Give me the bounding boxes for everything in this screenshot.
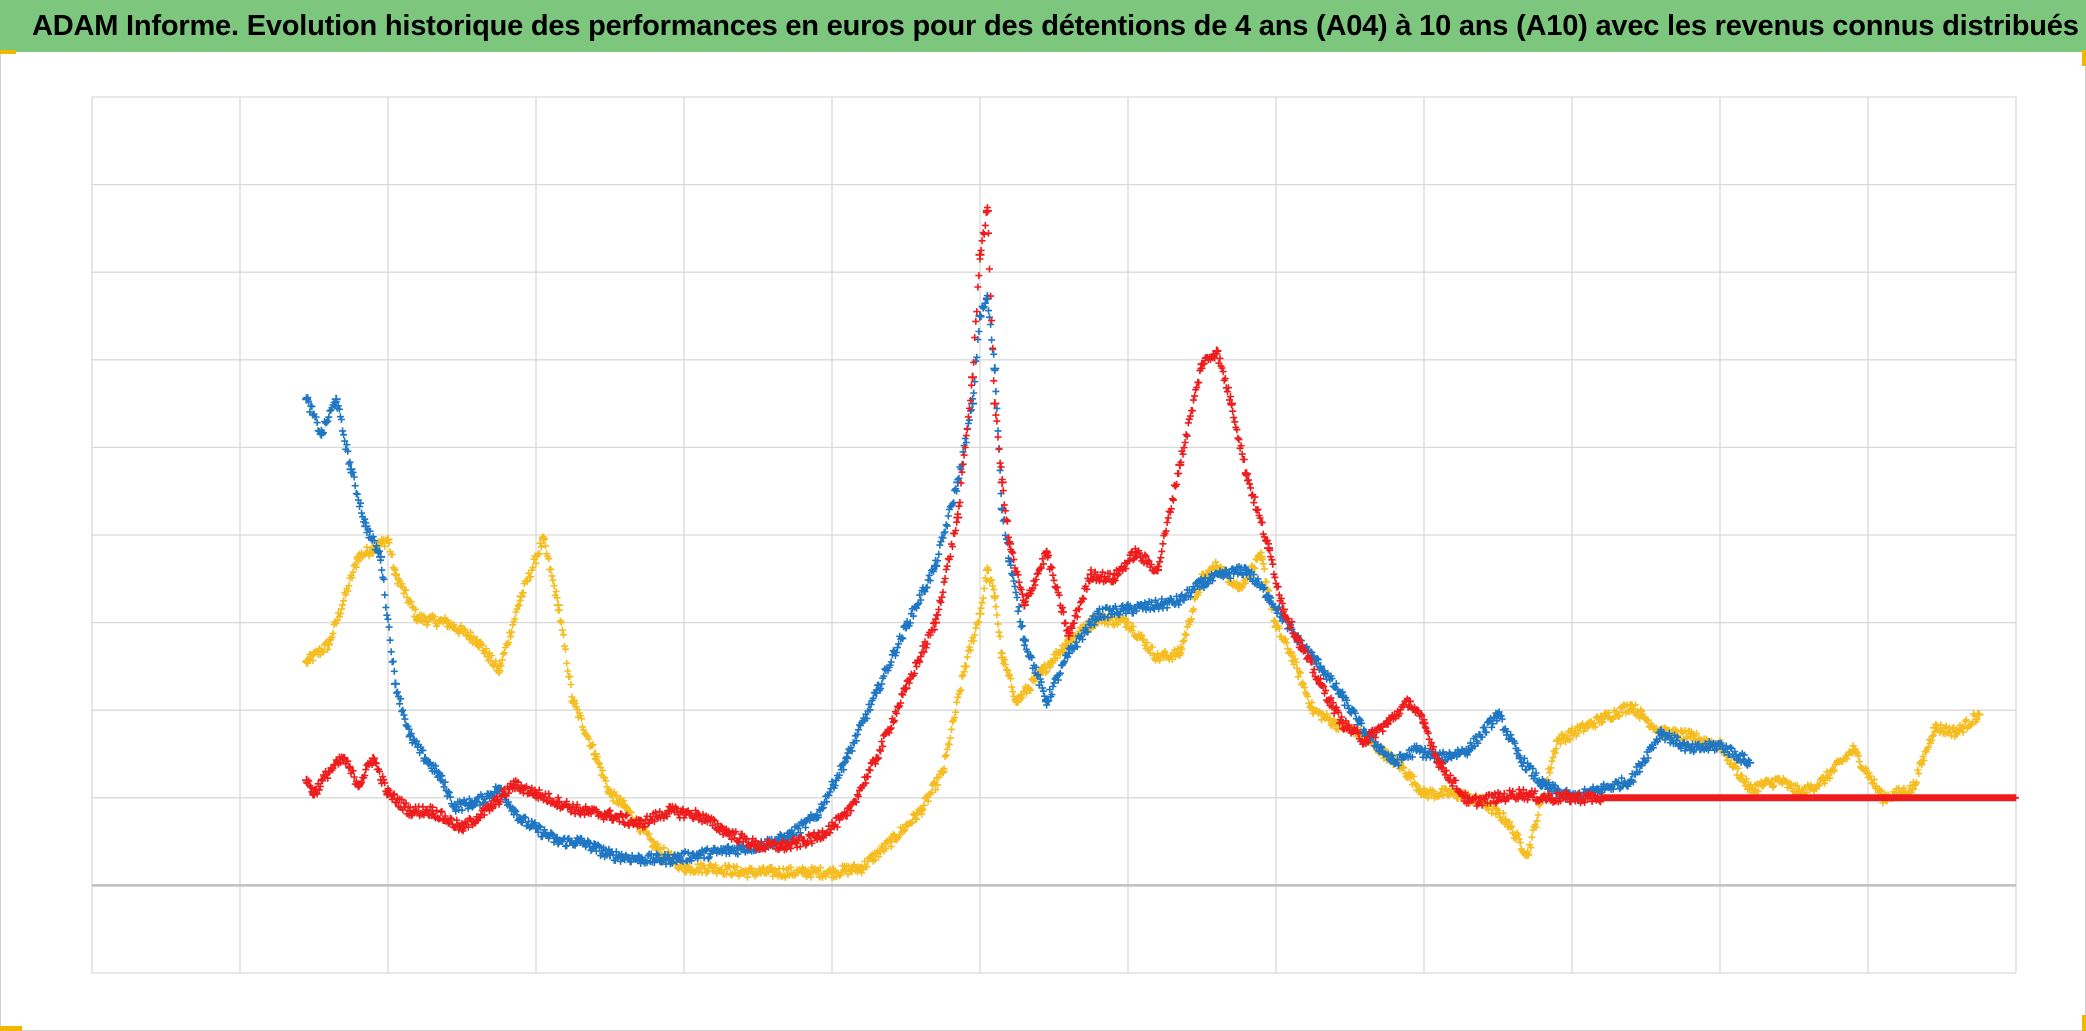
chart-title: ADAM Informe. Evolution historique des p…	[32, 9, 2079, 42]
series-2-cloud	[303, 204, 1604, 854]
series-2-flat-tail	[1598, 794, 2019, 802]
corner-marker-bottom-left	[0, 1026, 22, 1031]
corner-marker-top-right	[2082, 50, 2086, 66]
title-bar: ADAM Informe. Evolution historique des p…	[0, 0, 2086, 52]
corner-marker-bottom-right	[2082, 1015, 2086, 1031]
corner-marker-top-left	[0, 50, 16, 54]
series-1-cloud	[303, 292, 1752, 868]
series-0-cloud	[303, 533, 1982, 881]
